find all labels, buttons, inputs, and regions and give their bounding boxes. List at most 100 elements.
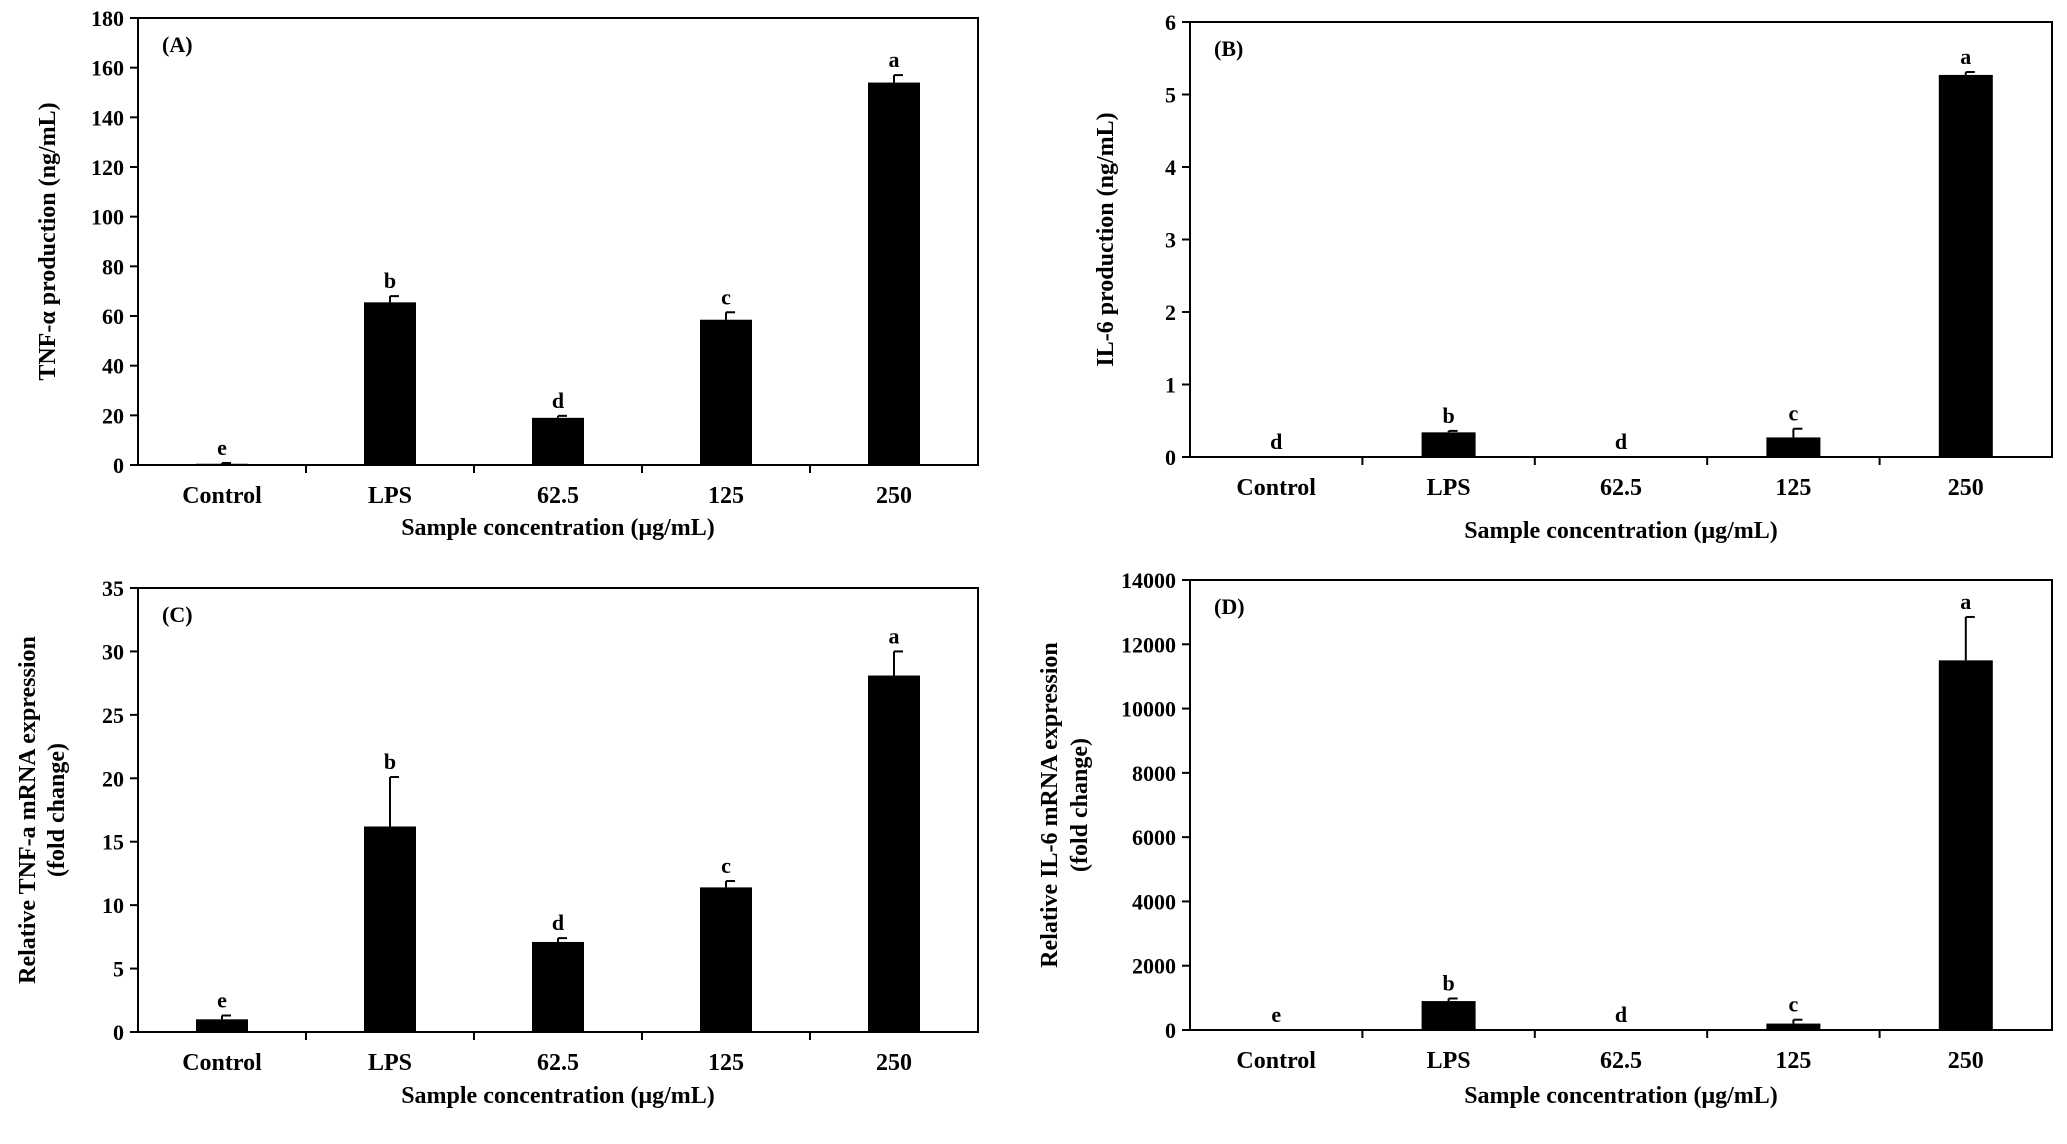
bar-lps — [1421, 432, 1476, 457]
x-tick-label: Control — [1236, 475, 1316, 501]
chart-panel-a: 0 20 40 60 80 100 120 140 160 180 e Control b LPS d 62.… — [35, 6, 979, 541]
x-tick-label: 250 — [876, 1050, 912, 1076]
bar-250 — [868, 82, 920, 466]
y-tick-label: 60 — [102, 304, 124, 329]
y-tick-label: 140 — [91, 105, 124, 130]
significance-letter: c — [721, 284, 731, 309]
y-tick-label: 5 — [1165, 83, 1176, 108]
y-tick-label: 0 — [113, 453, 124, 478]
y-tick-label: 3 — [1165, 228, 1176, 253]
significance-letter: d — [552, 910, 564, 935]
y-tick-label: 35 — [102, 576, 124, 601]
bar-125 — [1766, 1023, 1821, 1030]
y-tick-label: 4 — [1165, 155, 1176, 180]
panel-label: (C) — [162, 602, 193, 627]
y-tick-label: 20 — [102, 766, 124, 791]
y-axis-title: IL-6 production (ng/mL) — [1093, 112, 1119, 366]
significance-letter: e — [217, 435, 227, 460]
x-tick-label: 125 — [708, 1050, 744, 1076]
bar-125 — [1766, 437, 1821, 457]
x-tick-label: LPS — [1427, 475, 1471, 501]
chart-panel-c: 0 5 10 15 20 25 30 35 e Control b LPS d 62.5 c 125 a 250 (… — [15, 576, 979, 1109]
x-tick-label: Control — [1236, 1048, 1316, 1074]
significance-letter: e — [1271, 1002, 1281, 1027]
x-tick-label: 62.5 — [537, 483, 579, 509]
y-tick-label: 12000 — [1121, 632, 1176, 657]
x-tick-label: 62.5 — [1600, 1048, 1642, 1074]
bar-lps — [364, 302, 416, 465]
y-tick-label: 14000 — [1121, 568, 1176, 593]
y-tick-label: 10000 — [1121, 697, 1176, 722]
significance-letter: b — [384, 268, 396, 293]
significance-letter: a — [889, 47, 900, 72]
bar-62-5 — [532, 941, 584, 1032]
panel-label: (D) — [1214, 594, 1245, 619]
y-tick-label: 40 — [102, 354, 124, 379]
y-tick-label: 4000 — [1132, 889, 1176, 914]
bar-control — [196, 1019, 248, 1032]
x-tick-label: LPS — [368, 483, 412, 509]
panel-label: (A) — [162, 32, 193, 57]
significance-letter: d — [1615, 429, 1627, 454]
significance-letter: a — [889, 623, 900, 648]
significance-letter: a — [1960, 44, 1971, 69]
significance-letter: d — [1270, 429, 1282, 454]
y-tick-label: 8000 — [1132, 761, 1176, 786]
y-tick-label: 0 — [1165, 1018, 1176, 1043]
y-axis-title: Relative IL-6 mRNA expression — [1037, 642, 1063, 968]
y-tick-label: 80 — [102, 254, 124, 279]
x-tick-label: Control — [182, 1050, 262, 1076]
y-axis-subtitle: (fold change) — [44, 743, 70, 877]
y-tick-label: 30 — [102, 639, 124, 664]
y-axis-title: TNF-α production (ng/mL) — [35, 102, 61, 380]
y-tick-label: 120 — [91, 155, 124, 180]
y-tick-label: 15 — [102, 830, 124, 855]
y-tick-label: 0 — [1165, 445, 1176, 470]
x-tick-label: 125 — [1775, 475, 1811, 501]
x-tick-label: 250 — [876, 483, 912, 509]
y-tick-label: 0 — [113, 1020, 124, 1045]
y-tick-label: 25 — [102, 703, 124, 728]
y-tick-label: 20 — [102, 403, 124, 428]
bar-lps — [364, 826, 416, 1032]
x-tick-label: LPS — [368, 1050, 412, 1076]
y-tick-label: 6 — [1165, 10, 1176, 35]
bar-250 — [1938, 74, 1993, 458]
y-tick-label: 2000 — [1132, 954, 1176, 979]
chart-panel-d: 0 2000 4000 6000 8000 10000 12000 14000 e Control… — [1037, 568, 2053, 1109]
x-tick-label: 125 — [1775, 1048, 1811, 1074]
significance-letter: b — [384, 749, 396, 774]
bar-62-5 — [532, 417, 584, 465]
significance-letter: a — [1960, 589, 1971, 614]
bar-250 — [868, 675, 920, 1032]
significance-letter: c — [1789, 992, 1799, 1017]
bar-125 — [700, 319, 752, 465]
y-tick-label: 100 — [91, 205, 124, 230]
significance-letter: e — [217, 988, 227, 1013]
plot-frame — [1189, 21, 2053, 458]
x-tick-label: 125 — [708, 483, 744, 509]
y-axis-title: Relative TNF-a mRNA expression — [15, 636, 41, 984]
x-tick-label: 250 — [1948, 475, 1984, 501]
significance-letter: c — [1789, 401, 1799, 426]
x-axis-title: Sample concentration (μg/mL) — [401, 1083, 715, 1109]
plot-frame — [1189, 579, 2053, 1031]
significance-letter: d — [552, 388, 564, 413]
panel-label: (B) — [1214, 36, 1243, 61]
x-tick-label: 62.5 — [1600, 475, 1642, 501]
significance-letter: d — [1615, 1002, 1627, 1027]
x-tick-label: 250 — [1948, 1048, 1984, 1074]
x-axis-title: Sample concentration (μg/mL) — [1464, 1083, 1778, 1109]
significance-letter: c — [721, 853, 731, 878]
y-tick-label: 160 — [91, 56, 124, 81]
x-axis-title: Sample concentration (μg/mL) — [1464, 518, 1778, 544]
y-tick-label: 10 — [102, 893, 124, 918]
significance-letter: b — [1442, 971, 1454, 996]
y-tick-label: 1 — [1165, 373, 1176, 398]
bar-125 — [700, 887, 752, 1032]
bar-lps — [1421, 1001, 1476, 1030]
x-axis-title: Sample concentration (μg/mL) — [401, 515, 715, 541]
y-tick-label: 6000 — [1132, 825, 1176, 850]
x-tick-label: 62.5 — [537, 1050, 579, 1076]
